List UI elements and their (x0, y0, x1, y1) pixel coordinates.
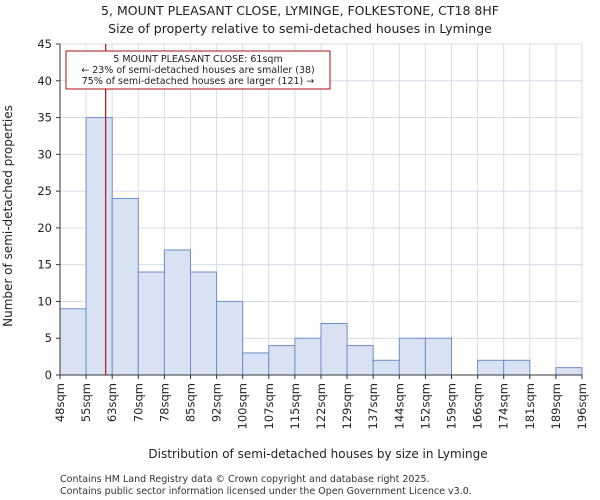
y-tick-label: 25 (37, 184, 52, 198)
x-tick-label: 174sqm (497, 383, 511, 429)
y-tick-label: 30 (37, 147, 52, 161)
histogram-bar (346, 345, 374, 376)
x-ticks: 48sqm 55sqm 63sqm 70sqm 78sqm 85sqm 92sqm 100sq… (53, 375, 589, 429)
y-ticks: 0 5 10 15 20 25 30 35 40 45 (37, 37, 60, 382)
y-tick-label: 35 (37, 111, 52, 125)
histogram-bar (372, 359, 400, 376)
x-tick-label: 129sqm (340, 383, 354, 429)
bars (59, 117, 583, 376)
x-tick-label: 85sqm (184, 383, 198, 422)
x-tick-label: 70sqm (131, 383, 145, 422)
x-tick-label: 189sqm (549, 383, 563, 429)
x-axis-label: Distribution of semi-detached houses by … (148, 447, 487, 461)
y-tick-label: 0 (45, 368, 52, 382)
annotation-border (65, 50, 331, 90)
histogram-bar (268, 345, 296, 376)
x-tick-label: 48sqm (53, 383, 67, 422)
x-tick-label: 181sqm (523, 383, 537, 429)
x-tick-label: 152sqm (418, 383, 432, 429)
histogram-bar (59, 308, 87, 376)
x-tick-label: 137sqm (366, 383, 380, 429)
y-tick-label: 5 (45, 331, 52, 345)
y-tick-label: 45 (37, 37, 52, 51)
y-tick-label: 20 (37, 221, 52, 235)
y-tick-label: 40 (37, 74, 52, 88)
annotation-line-larger: 75% of semi-detached houses are larger (… (82, 76, 315, 87)
footer-licence: Contains public sector information licen… (60, 486, 472, 497)
histogram-bar (555, 367, 583, 376)
x-tick-label: 92sqm (210, 383, 224, 422)
x-tick-label: 144sqm (392, 383, 406, 429)
x-tick-label: 115sqm (288, 383, 302, 429)
annotation-box: 5 MOUNT PLEASANT CLOSE: 61sqm ← 23% of s… (65, 50, 331, 90)
annotation-line-property: 5 MOUNT PLEASANT CLOSE: 61sqm (113, 54, 282, 65)
x-tick-label: 107sqm (262, 383, 276, 429)
chart-title: 5, MOUNT PLEASANT CLOSE, LYMINGE, FOLKES… (101, 3, 499, 18)
y-tick-label: 10 (37, 294, 52, 308)
x-tick-label: 159sqm (445, 383, 459, 429)
x-tick-label: 100sqm (236, 383, 250, 429)
x-tick-label: 166sqm (471, 383, 485, 429)
x-tick-label: 55sqm (79, 383, 93, 422)
y-tick-label: 15 (37, 258, 52, 272)
histogram-bar (111, 197, 139, 376)
histogram-bar (503, 359, 531, 376)
histogram-bar (477, 359, 505, 376)
histogram-bar (85, 117, 113, 376)
chart-subtitle: Size of property relative to semi-detach… (108, 21, 492, 36)
histogram-bar (216, 300, 244, 376)
histogram-bar (424, 337, 452, 376)
histogram-bar (398, 337, 426, 376)
x-tick-label: 63sqm (105, 383, 119, 422)
histogram-bar (294, 337, 322, 376)
histogram-bar (163, 249, 191, 376)
footer-copyright: Contains HM Land Registry data © Crown c… (60, 474, 430, 485)
histogram-bar (190, 271, 218, 376)
x-tick-label: 196sqm (575, 383, 589, 429)
histogram-bar (242, 352, 270, 376)
histogram-bar (320, 323, 348, 376)
y-axis-label: Number of semi-detached properties (1, 105, 15, 327)
histogram-bar (137, 271, 165, 376)
x-tick-label: 122sqm (314, 383, 328, 429)
x-tick-label: 78sqm (157, 383, 171, 422)
annotation-line-smaller: ← 23% of semi-detached houses are smalle… (81, 65, 315, 76)
